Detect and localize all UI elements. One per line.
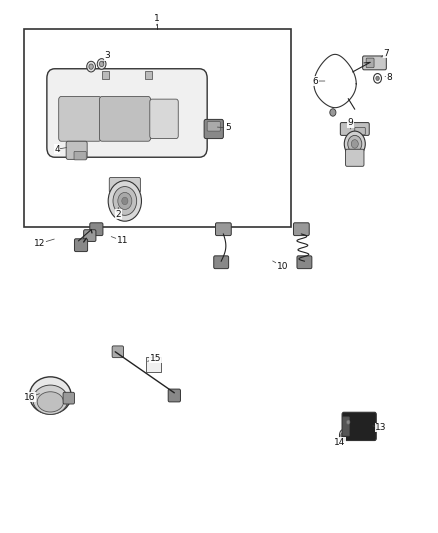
FancyBboxPatch shape (66, 141, 87, 159)
Ellipse shape (339, 430, 346, 441)
FancyBboxPatch shape (293, 223, 309, 236)
Circle shape (122, 197, 128, 205)
Circle shape (99, 61, 104, 67)
FancyBboxPatch shape (109, 177, 140, 192)
Circle shape (89, 64, 93, 69)
Ellipse shape (33, 385, 68, 415)
Ellipse shape (37, 392, 64, 412)
Text: 1: 1 (154, 14, 160, 26)
FancyBboxPatch shape (90, 223, 103, 236)
Bar (145, 71, 152, 79)
Circle shape (344, 131, 365, 157)
FancyBboxPatch shape (74, 151, 86, 160)
Text: 16: 16 (24, 393, 39, 401)
Circle shape (108, 181, 141, 221)
Text: 3: 3 (103, 52, 110, 63)
Circle shape (376, 76, 379, 80)
FancyBboxPatch shape (363, 56, 386, 70)
Text: 2: 2 (116, 207, 121, 219)
Circle shape (118, 192, 132, 209)
Text: 4: 4 (54, 145, 67, 154)
Circle shape (87, 61, 95, 72)
Circle shape (330, 109, 336, 116)
FancyBboxPatch shape (366, 58, 374, 68)
Bar (24, 29, 291, 227)
FancyBboxPatch shape (343, 417, 350, 436)
FancyBboxPatch shape (168, 389, 180, 402)
Text: 12: 12 (34, 239, 54, 248)
FancyBboxPatch shape (112, 346, 124, 358)
Circle shape (97, 59, 106, 69)
Circle shape (341, 433, 345, 438)
Text: 13: 13 (373, 423, 387, 432)
Circle shape (113, 187, 137, 215)
FancyBboxPatch shape (47, 69, 207, 157)
FancyBboxPatch shape (214, 256, 229, 269)
FancyBboxPatch shape (204, 119, 223, 139)
FancyBboxPatch shape (346, 149, 364, 166)
FancyBboxPatch shape (63, 392, 74, 404)
FancyBboxPatch shape (99, 96, 151, 141)
FancyBboxPatch shape (342, 413, 376, 440)
Text: 11: 11 (111, 237, 128, 245)
Text: 9: 9 (347, 118, 353, 129)
Text: 14: 14 (334, 437, 345, 447)
Circle shape (348, 135, 362, 152)
Text: 5: 5 (217, 124, 231, 132)
FancyBboxPatch shape (74, 239, 88, 252)
Ellipse shape (30, 377, 71, 414)
Text: 7: 7 (381, 49, 389, 58)
Circle shape (351, 140, 358, 148)
FancyBboxPatch shape (355, 127, 365, 135)
Text: 6: 6 (312, 77, 325, 85)
FancyBboxPatch shape (150, 99, 178, 139)
FancyBboxPatch shape (297, 256, 312, 269)
FancyBboxPatch shape (59, 96, 101, 141)
FancyBboxPatch shape (340, 123, 369, 135)
Text: 15: 15 (148, 354, 161, 362)
Bar (145, 357, 162, 372)
Text: 8: 8 (385, 73, 392, 82)
Circle shape (346, 420, 350, 424)
Bar (102, 71, 109, 79)
FancyBboxPatch shape (84, 230, 96, 241)
FancyBboxPatch shape (207, 122, 220, 131)
Text: 10: 10 (273, 261, 288, 271)
FancyBboxPatch shape (215, 223, 231, 236)
